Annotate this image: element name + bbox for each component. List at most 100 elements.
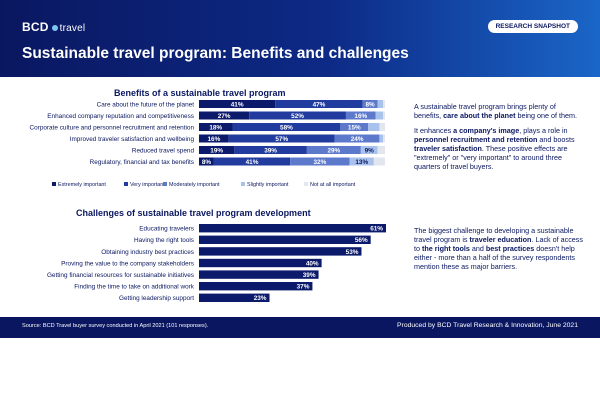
benefit-bar-segment <box>368 123 380 131</box>
benefits-chart: Care about the future of the planet 41% 47… <box>30 100 385 188</box>
challenge-value-label: 61% <box>370 226 383 233</box>
benefit-bar-segment <box>232 123 341 131</box>
challenge-value-label: 56% <box>355 237 368 244</box>
text-run: , plays a role in <box>519 126 568 135</box>
challenge-category-label: Educating travelers <box>139 226 194 233</box>
benefits-description: A sustainable travel program brings plen… <box>414 102 584 177</box>
benefit-bar-segment <box>334 134 380 143</box>
text-run: . These positive effects are "extremely"… <box>414 144 568 171</box>
text-run: being one of them. <box>515 111 578 120</box>
legend-entry: Moderately important <box>169 182 220 188</box>
highlight-text: traveler education <box>469 235 532 244</box>
benefit-value-label: 39% <box>264 147 277 154</box>
benefit-value-label: 47% <box>313 101 326 108</box>
legend-swatch <box>304 182 308 186</box>
legend-entry: Slightly important <box>247 182 289 188</box>
footer-produced-by: Produced by BCD Travel Research & Innova… <box>397 322 578 329</box>
benefit-bar-segment <box>383 134 385 143</box>
challenges-chart: Educating travelers 61% Having the right t… <box>47 224 386 302</box>
benefit-value-label: 15% <box>348 124 361 131</box>
challenges-chart-title: Challenges of sustainable travel program… <box>76 208 311 218</box>
highlight-text: care about the planet <box>443 111 516 120</box>
highlight-text: the right tools <box>422 244 470 253</box>
benefit-bar-segment <box>213 157 291 166</box>
logo-brand: BCD <box>22 20 49 34</box>
benefit-category-label: Corporate culture and personnel recruitm… <box>30 125 195 132</box>
benefit-bar-segment <box>360 146 378 154</box>
benefit-value-label: 32% <box>314 159 327 166</box>
benefit-value-label: 8% <box>365 101 375 108</box>
footer-source: Source: BCD Travel buyer survey conducte… <box>22 323 209 329</box>
benefit-bar-segment <box>199 100 276 108</box>
benefit-bar-segment <box>377 100 384 108</box>
benefit-bar-segment <box>249 111 346 120</box>
benefit-bar-segment <box>375 111 384 120</box>
benefit-value-label: 58% <box>280 124 293 131</box>
highlight-text: traveler satisfaction <box>414 144 482 153</box>
benefit-value-label: 16% <box>207 136 220 143</box>
benefit-value-label: 19% <box>210 147 223 154</box>
benefit-category-label: Reduced travel spend <box>132 148 195 155</box>
legend-swatch <box>124 182 128 186</box>
benefit-value-label: 41% <box>246 159 259 166</box>
challenge-bar <box>199 293 270 302</box>
benefits-paragraph-1: A sustainable travel program brings plen… <box>414 102 584 120</box>
benefit-value-label: 57% <box>275 136 288 143</box>
legend-entry: Very important <box>130 182 165 188</box>
challenge-bar <box>199 235 371 244</box>
text-run: The biggest challenge to developing a su… <box>414 226 574 244</box>
benefit-bar-segment <box>290 157 350 166</box>
benefit-bar-segment <box>377 146 385 154</box>
benefit-value-label: 41% <box>231 101 244 108</box>
benefit-value-label: 16% <box>354 113 367 120</box>
benefits-chart-title: Benefits of a sustainable travel program <box>114 88 286 98</box>
challenge-category-label: Having the right tools <box>134 237 194 244</box>
benefit-bar-segment <box>379 134 384 143</box>
benefit-category-label: Enhanced company reputation and competit… <box>47 113 194 120</box>
benefit-bar-segment <box>379 123 385 131</box>
highlight-text: a company's image <box>453 126 520 135</box>
legend-swatch <box>163 182 167 186</box>
challenge-value-label: 53% <box>346 249 359 256</box>
legend-entry: Not at all important <box>310 182 356 188</box>
benefit-bar-segment <box>340 123 369 131</box>
logo-dot-icon <box>51 24 58 31</box>
benefit-bar-segment <box>362 100 378 108</box>
benefit-bar-segment <box>228 134 335 143</box>
text-run: It enhances <box>414 126 454 135</box>
benefit-value-label: 52% <box>291 113 304 120</box>
benefit-value-label: 8% <box>202 159 212 166</box>
benefit-value-label: 9% <box>365 147 375 154</box>
benefit-value-label: 29% <box>327 147 340 154</box>
challenge-category-label: Getting financial resources for sustaina… <box>47 272 194 279</box>
highlight-text: personnel recruitment and retention <box>414 135 538 144</box>
logo-sub: travel <box>59 23 86 34</box>
header-banner <box>0 0 600 77</box>
benefit-bar-segment <box>199 123 233 131</box>
challenge-category-label: Proving the value to the company stakeho… <box>61 260 194 267</box>
footer-bar <box>0 317 600 338</box>
benefit-bar-segment <box>345 111 376 120</box>
challenge-category-label: Finding the time to take on additional w… <box>74 284 195 291</box>
benefit-bar-segment <box>275 100 363 108</box>
legend-entry: Extremely important <box>58 182 106 188</box>
benefits-paragraph-2: It enhances a company's image, plays a r… <box>414 126 584 171</box>
benefit-bar-segment <box>349 157 374 166</box>
text-run: doesn't help either - more than a half o… <box>414 244 576 271</box>
benefit-bar-segment <box>306 146 361 154</box>
challenge-category-label: Getting leadership support <box>119 295 194 302</box>
challenge-bar <box>199 247 362 256</box>
research-snapshot-badge: RESEARCH SNAPSHOT <box>487 20 578 33</box>
challenge-value-label: 37% <box>297 284 310 291</box>
benefit-value-label: 27% <box>218 113 231 120</box>
benefit-value-label: 18% <box>209 124 222 131</box>
benefit-value-label: 24% <box>351 136 364 143</box>
legend-swatch <box>52 182 56 186</box>
challenge-value-label: 39% <box>303 272 316 279</box>
benefit-bar-segment <box>199 157 214 166</box>
benefit-bar-segment <box>234 146 307 154</box>
benefit-category-label: Improved traveler satisfaction and wellb… <box>70 136 195 143</box>
text-run: and <box>469 244 486 253</box>
benefit-bar-segment <box>373 157 385 166</box>
challenge-bar <box>199 224 386 233</box>
